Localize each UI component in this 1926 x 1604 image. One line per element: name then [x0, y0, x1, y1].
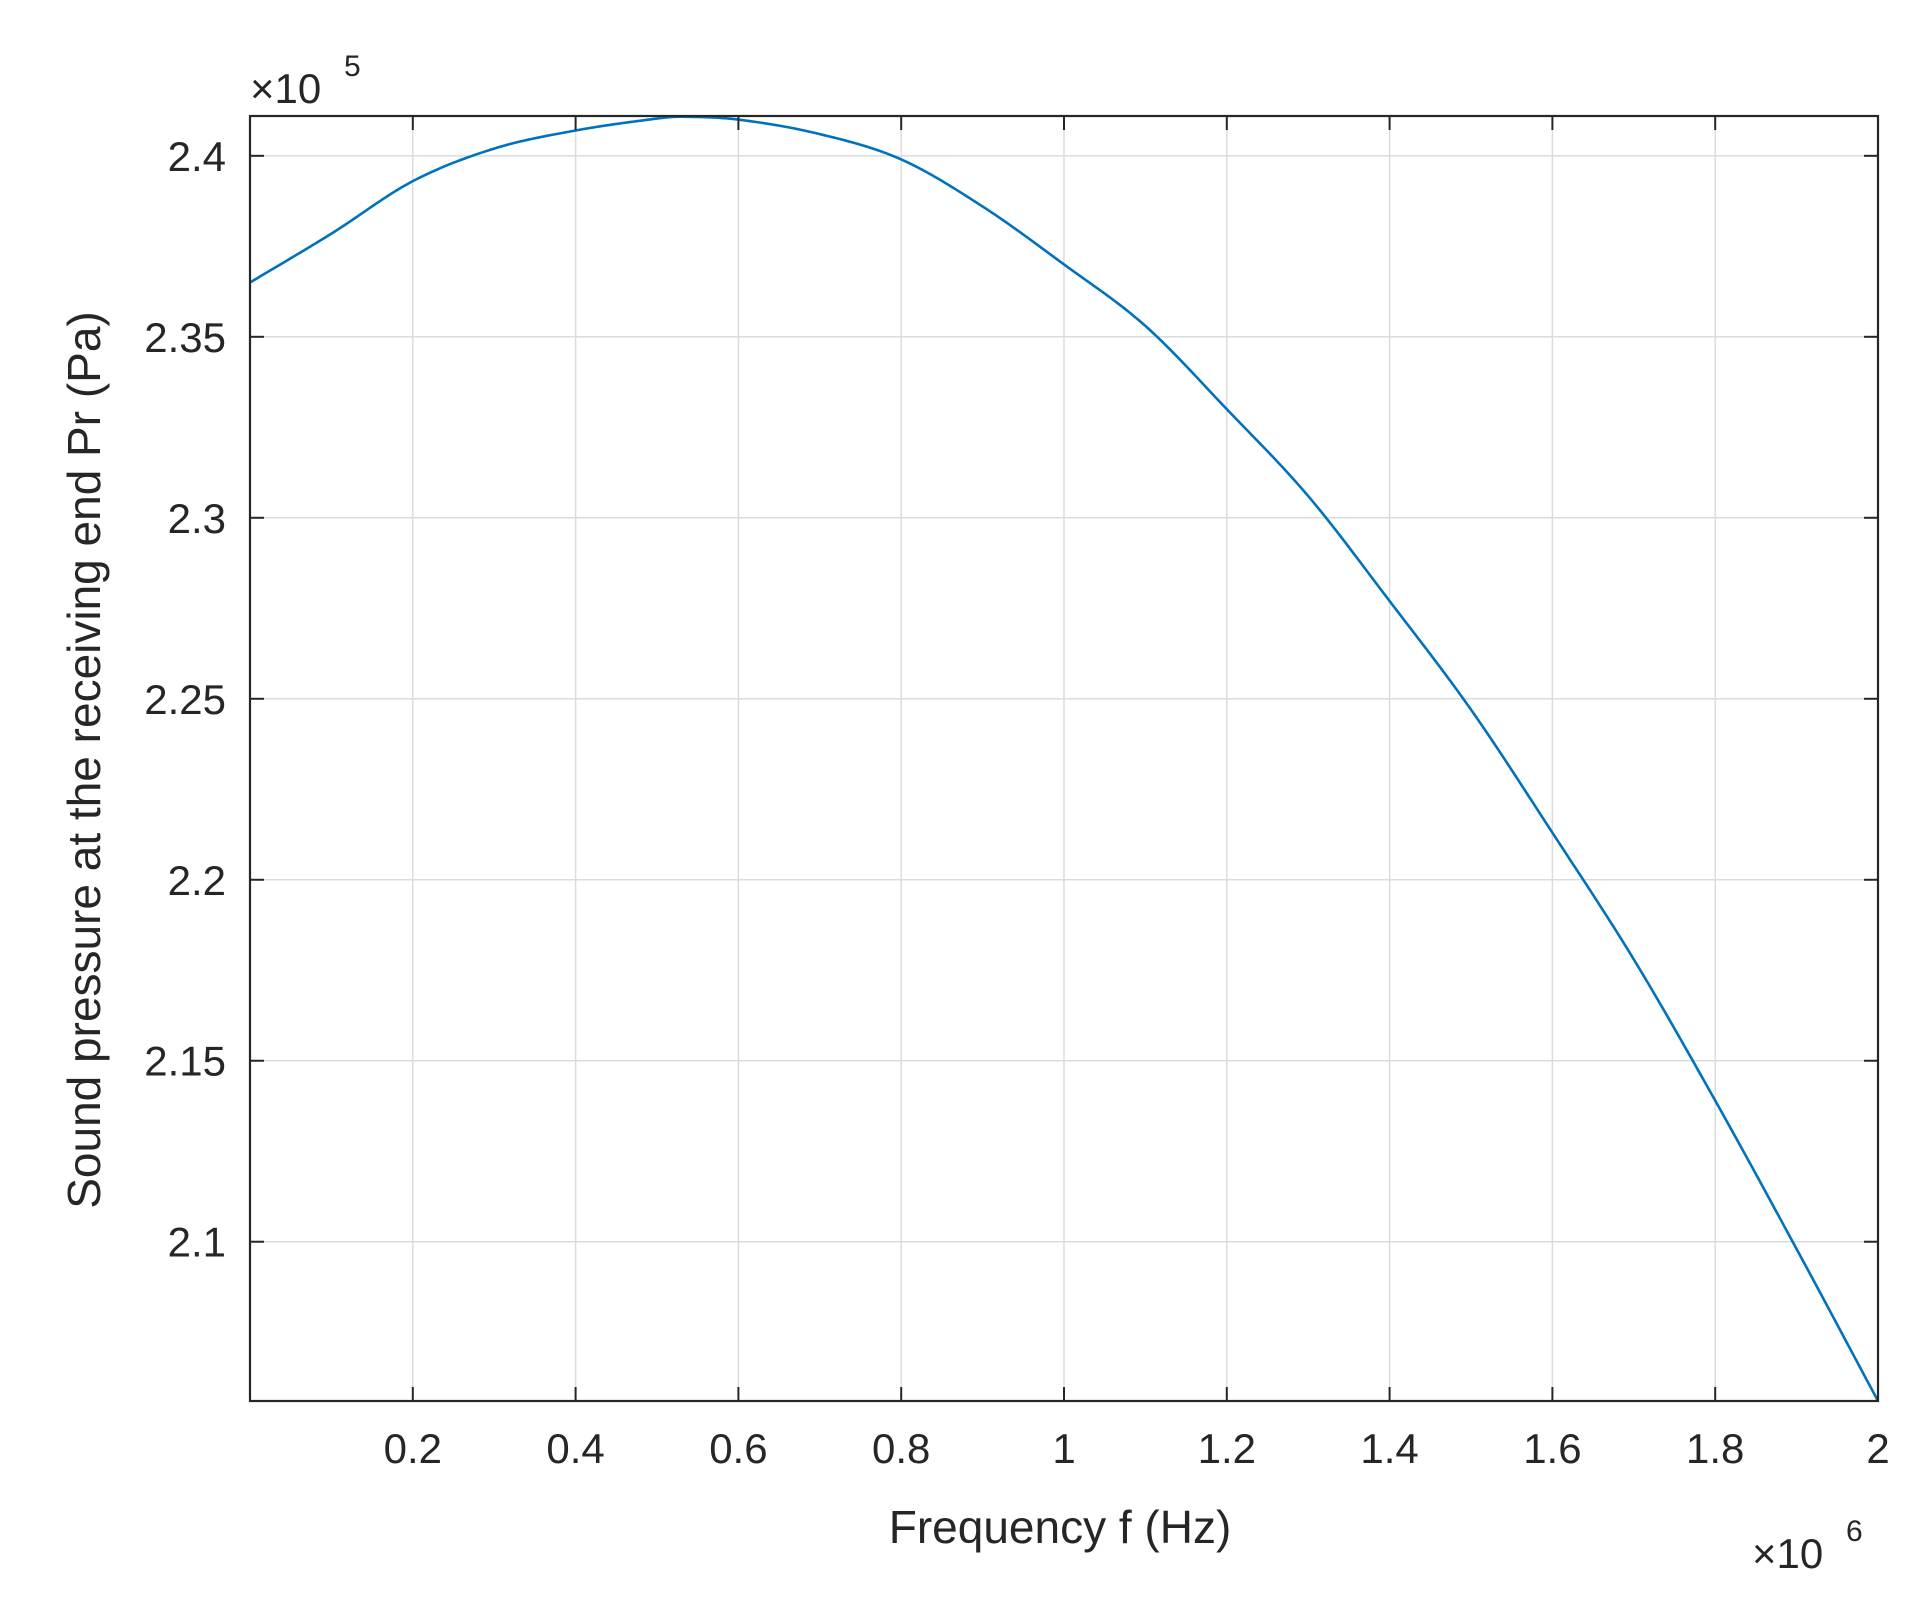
- tick-marks: [250, 116, 1879, 1401]
- series-layer: [249, 115, 1880, 1402]
- x-multiplier-base: ×10: [1752, 1530, 1823, 1577]
- y-tick-label: 2.3: [168, 495, 226, 542]
- x-axis-label: Frequency f (Hz): [889, 1501, 1232, 1553]
- grid: [250, 116, 1879, 1401]
- y-multiplier-base: ×10: [250, 65, 321, 112]
- x-tick-label: 0.6: [709, 1425, 767, 1472]
- series-line: [249, 115, 1880, 1402]
- y-tick-label: 2.2: [168, 857, 226, 904]
- x-multiplier-exponent: 6: [1846, 1515, 1863, 1548]
- y-tick-label: 2.25: [144, 676, 226, 723]
- y-multiplier-exponent: 5: [344, 50, 361, 83]
- y-axis-label: Sound pressure at the receiving end Pr (…: [58, 311, 110, 1209]
- y-tick-label: 2.15: [144, 1038, 226, 1085]
- x-tick-label: 1.4: [1360, 1425, 1418, 1472]
- x-tick-label: 1.8: [1686, 1425, 1744, 1472]
- x-tick-label: 2: [1866, 1425, 1889, 1472]
- x-tick-label: 1.2: [1198, 1425, 1256, 1472]
- x-tick-label: 0.4: [546, 1425, 604, 1472]
- x-multiplier: ×10 6: [1752, 1515, 1863, 1577]
- x-tick-label: 1.6: [1523, 1425, 1581, 1472]
- x-tick-label: 0.8: [872, 1425, 930, 1472]
- y-tick-label: 2.35: [144, 314, 226, 361]
- x-tick-label: 1: [1052, 1425, 1075, 1472]
- y-tick-label: 2.4: [168, 133, 226, 180]
- y-tick-label: 2.1: [168, 1219, 226, 1266]
- y-multiplier: ×10 5: [250, 50, 361, 112]
- tick-labels: 0.2 0.4 0.6 0.8 1 1.2 1.4 1.6 1.8 2 2.1 2.15 2.2 2.25…: [144, 133, 1889, 1472]
- x-tick-label: 0.2: [384, 1425, 442, 1472]
